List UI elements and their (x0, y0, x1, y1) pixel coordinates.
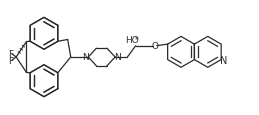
Text: N: N (114, 53, 121, 62)
Text: *: * (135, 36, 139, 45)
Text: F: F (8, 57, 13, 66)
Text: N: N (82, 53, 89, 62)
Text: F: F (8, 49, 13, 58)
Text: HO: HO (125, 36, 139, 45)
Text: O: O (151, 42, 158, 51)
Text: N: N (220, 55, 227, 65)
